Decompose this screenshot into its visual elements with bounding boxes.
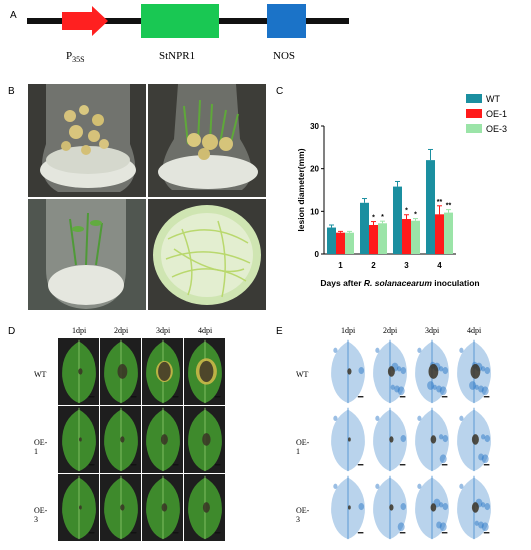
bar-OE-1-day1 [336, 232, 345, 254]
significance-OE-1-day4: ** [437, 199, 443, 206]
legend-label-OE-1: OE-1 [486, 109, 507, 119]
promoter-label: P35S [66, 50, 85, 65]
legend-label-OE-3: OE-3 [486, 124, 507, 134]
panel_d-leaf-OE-1-1dpi [58, 406, 99, 473]
x-tick-label-2: 3 [404, 261, 409, 270]
panel_d-column-label-2: 3dpi [156, 326, 171, 335]
panel_e-row-label-1: OE-1 [296, 438, 310, 456]
panel-label-a: A [10, 10, 17, 21]
panel-label-c: C [276, 86, 284, 97]
bar-OE-1-day3 [402, 219, 411, 254]
significance-OE-3-day2: * [381, 214, 384, 221]
panel_d-row-label-1: OE-1 [34, 438, 48, 456]
bar-WT-day2 [360, 202, 369, 254]
y-tick-label-3: 30 [310, 122, 319, 131]
panel_e-leaf-OE-3-3dpi [411, 474, 452, 541]
panel_d-column-label-1: 2dpi [114, 326, 129, 335]
y-axis-label: lesion diameter(mm) [296, 148, 306, 231]
legend-swatch-OE-1 [466, 109, 482, 118]
significance-OE-1-day3: * [405, 208, 408, 215]
culture-photo-rooting-tube [28, 199, 146, 310]
panel_e-leaf-OE-3-1dpi [327, 474, 368, 541]
panel_d-column-label-3: 4dpi [198, 326, 213, 335]
panel_d-row-label-0: WT [34, 370, 47, 379]
promoter-arrow [62, 6, 108, 36]
panel_d-row-label-2: OE-3 [34, 506, 48, 524]
x-tick-label-3: 4 [437, 261, 442, 270]
panel_d-leaf-WT-2dpi [100, 338, 141, 405]
panel_d-column-label-0: 1dpi [72, 326, 87, 335]
bar-OE-3-day1 [345, 232, 354, 254]
significance-OE-1-day2: * [372, 215, 375, 222]
bar-WT-day4 [426, 160, 435, 254]
construct-diagram [27, 4, 349, 38]
panel_d-leaf-OE-3-1dpi [58, 474, 99, 541]
panel_e-leaf-OE-3-2dpi [369, 474, 410, 541]
panel_e-leaf-OE-1-4dpi [453, 406, 494, 473]
y-tick-label-0: 0 [315, 250, 320, 259]
legend-label-WT: WT [486, 94, 500, 104]
bar-OE-3-day2 [378, 223, 387, 254]
bar-OE-1-day2 [369, 224, 378, 254]
panel_e-column-label-0: 1dpi [341, 326, 356, 335]
panel_e-row-label-0: WT [296, 370, 309, 379]
y-tick-label-2: 20 [310, 165, 319, 174]
terminator-box [267, 4, 306, 38]
panel_e-column-label-3: 4dpi [467, 326, 482, 335]
significance-OE-3-day3: * [414, 212, 417, 219]
bar-OE-3-day3 [411, 220, 420, 254]
panel_e-leaf-OE-1-1dpi [327, 406, 368, 473]
culture-photo-roots-dish [148, 199, 266, 310]
culture-photo-explants [28, 84, 146, 197]
panel_e-leaf-OE-3-4dpi [453, 474, 494, 541]
panel_d-leaf-OE-1-4dpi [184, 406, 225, 473]
panel_d-leaf-OE-3-3dpi [142, 474, 183, 541]
panel-label-e: E [276, 326, 283, 337]
panel_e-leaf-OE-1-3dpi [411, 406, 452, 473]
panel_d-leaf-WT-4dpi [184, 338, 225, 405]
gene-label: StNPR1 [159, 50, 196, 62]
panel_e-leaf-WT-1dpi [327, 338, 368, 405]
bar-OE-1-day4 [435, 214, 444, 254]
panel_e-leaf-WT-4dpi [453, 338, 494, 405]
y-tick-label-1: 10 [310, 207, 319, 216]
panel_e-column-label-1: 2dpi [383, 326, 398, 335]
panel-label-b: B [8, 86, 15, 97]
x-tick-label-1: 2 [371, 261, 376, 270]
terminator-label: NOS [273, 50, 296, 62]
x-axis-label: Days after R. solanacearum inoculation [320, 278, 479, 288]
panel_d-leaf-OE-3-4dpi [184, 474, 225, 541]
x-tick-label-0: 1 [338, 261, 343, 270]
panel_e-column-label-2: 3dpi [425, 326, 440, 335]
gene-box [141, 4, 219, 38]
bar-WT-day3 [393, 186, 402, 254]
bar-OE-3-day4 [444, 212, 453, 254]
panel_d-leaf-WT-1dpi [58, 338, 99, 405]
panel_d-leaf-OE-1-3dpi [142, 406, 183, 473]
panel_d-leaf-OE-3-2dpi [100, 474, 141, 541]
panel_e-leaf-WT-3dpi [411, 338, 452, 405]
significance-OE-3-day4: ** [446, 203, 452, 210]
panel_e-leaf-WT-2dpi [369, 338, 410, 405]
legend-swatch-OE-3 [466, 124, 482, 133]
legend-swatch-WT [466, 94, 482, 103]
culture-photo-shoots [148, 84, 266, 197]
panel-label-d: D [8, 326, 16, 337]
panel_e-row-label-2: OE-3 [296, 506, 310, 524]
panel_e-leaf-OE-1-2dpi [369, 406, 410, 473]
bar-WT-day1 [327, 227, 336, 254]
panel_d-leaf-WT-3dpi [142, 338, 183, 405]
panel_d-leaf-OE-1-2dpi [100, 406, 141, 473]
